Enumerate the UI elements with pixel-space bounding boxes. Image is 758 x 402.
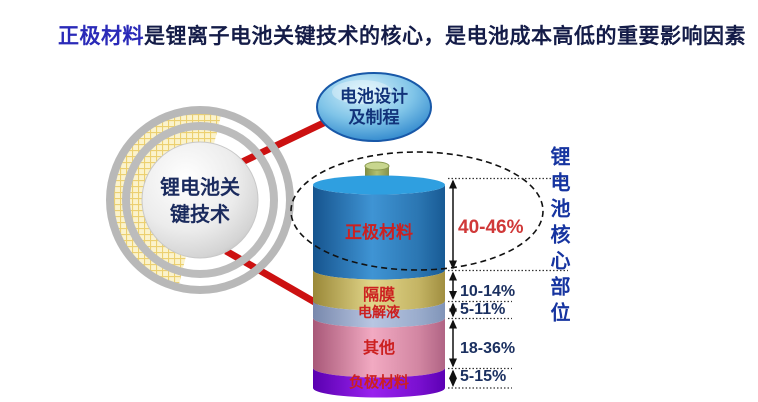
design-bubble-label: 电池设计 及制程 — [318, 86, 430, 128]
share-anode: 5-15% — [460, 368, 507, 385]
leader-lines — [448, 177, 568, 389]
key-tech-label: 锂电池关 键技术 — [138, 175, 262, 229]
layer-separator — [313, 270, 445, 311]
layer-label-other: 其他 — [362, 340, 395, 357]
title-highlight: 正极材料 — [58, 25, 144, 48]
battery-top-face — [313, 175, 445, 195]
share-separator: 10-14% — [460, 283, 516, 300]
design-bubble — [316, 72, 432, 142]
layer-label-separator: 隔膜 — [362, 287, 395, 304]
design-bubble-line1: 电池设计 — [340, 87, 408, 106]
layer-electrolyte — [313, 301, 445, 328]
core-parts-label: 锂电池核心部位 — [547, 146, 569, 328]
yellow-grid-crescent — [107, 107, 223, 291]
key-tech-sphere — [141, 141, 259, 259]
design-bubble-gloss — [332, 80, 392, 104]
layer-anode — [313, 368, 445, 398]
battery-terminal-top — [364, 161, 390, 171]
target-ring-inner — [122, 122, 278, 278]
layer-label-cathode: 正极材料 — [345, 223, 413, 242]
share-other: 18-36% — [460, 340, 516, 357]
layer-label-anode: 负极材料 — [348, 374, 409, 391]
core-dashed-ellipse — [290, 151, 544, 271]
layer-other — [313, 318, 445, 378]
layer-label-electrolyte: 电解液 — [358, 304, 400, 320]
target-ring-outer — [106, 106, 294, 294]
key-tech-label-line2: 键技术 — [170, 204, 230, 226]
design-bubble-line2: 及制程 — [348, 108, 400, 127]
key-tech-label-line1: 锂电池关 — [160, 177, 240, 199]
share-cathode: 40-46% — [458, 217, 524, 238]
share-electrolyte: 5-11% — [460, 301, 506, 318]
title-rest: 是锂离子电池关键技术的核心，是电池成本高低的重要影响因素 — [144, 25, 746, 48]
page-title: 正极材料是锂离子电池关键技术的核心，是电池成本高低的重要影响因素 — [58, 20, 746, 50]
layer-cathode — [313, 185, 445, 280]
